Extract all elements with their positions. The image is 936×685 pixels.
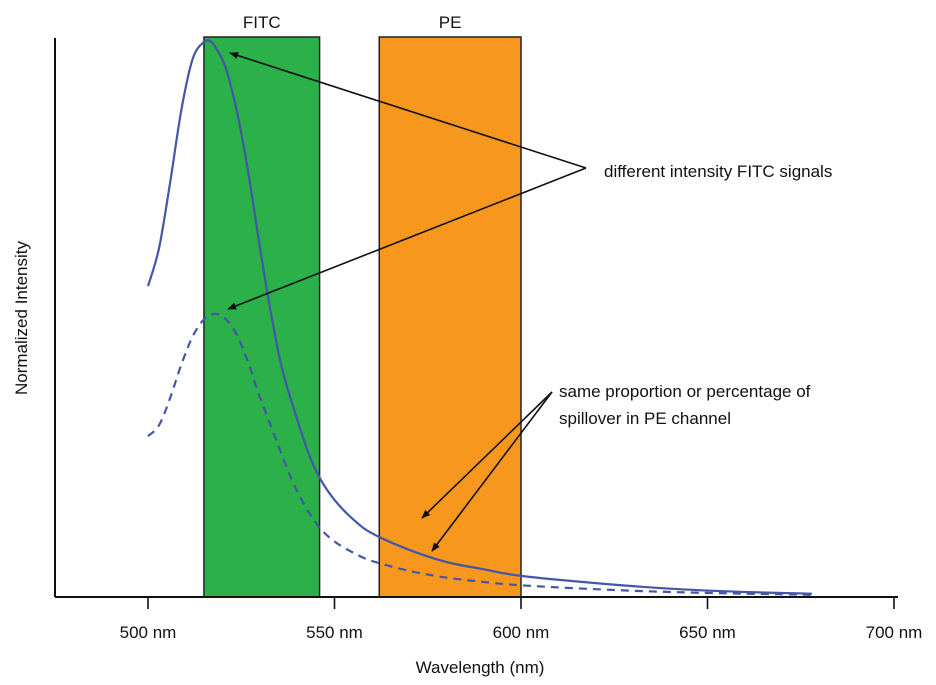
x-tick-label: 600 nm — [493, 623, 550, 642]
band-pe — [378, 36, 522, 598]
emission-curves — [146, 39, 812, 596]
band-label-pe: PE — [439, 13, 462, 32]
axes — [54, 38, 898, 598]
band-label-fitc: FITC — [243, 13, 281, 32]
arrow-to-dashed-peak — [227, 167, 587, 310]
x-tick-label: 500 nm — [120, 623, 177, 642]
annotation-spillover-line2: spillover in PE channel — [559, 409, 731, 428]
band-fitc — [203, 36, 321, 598]
annotation-spillover-line1: same proportion or percentage of — [559, 382, 811, 401]
y-axis-label: Normalized Intensity — [12, 241, 31, 396]
x-axis-label: Wavelength (nm) — [416, 658, 545, 677]
x-tick-label: 700 nm — [866, 623, 923, 642]
emission-curve-dashed — [147, 312, 812, 596]
annotation-fitc-text: different intensity FITC signals — [604, 162, 832, 181]
arrow-to-solid-spillover — [421, 391, 553, 519]
x-tick-label: 550 nm — [306, 623, 363, 642]
emission-curve-solid — [146, 39, 812, 595]
x-tick-label: 650 nm — [679, 623, 736, 642]
annotation-fitc-intensity: different intensity FITC signals — [227, 52, 832, 310]
arrow-to-solid-peak — [229, 52, 587, 169]
x-ticks: 500 nm 550 nm 600 nm 650 nm 700 nm — [120, 597, 923, 642]
annotation-spillover: same proportion or percentage of spillov… — [421, 382, 811, 552]
arrow-to-dashed-spillover — [431, 391, 553, 552]
filter-bands: FITC PE — [203, 13, 522, 598]
